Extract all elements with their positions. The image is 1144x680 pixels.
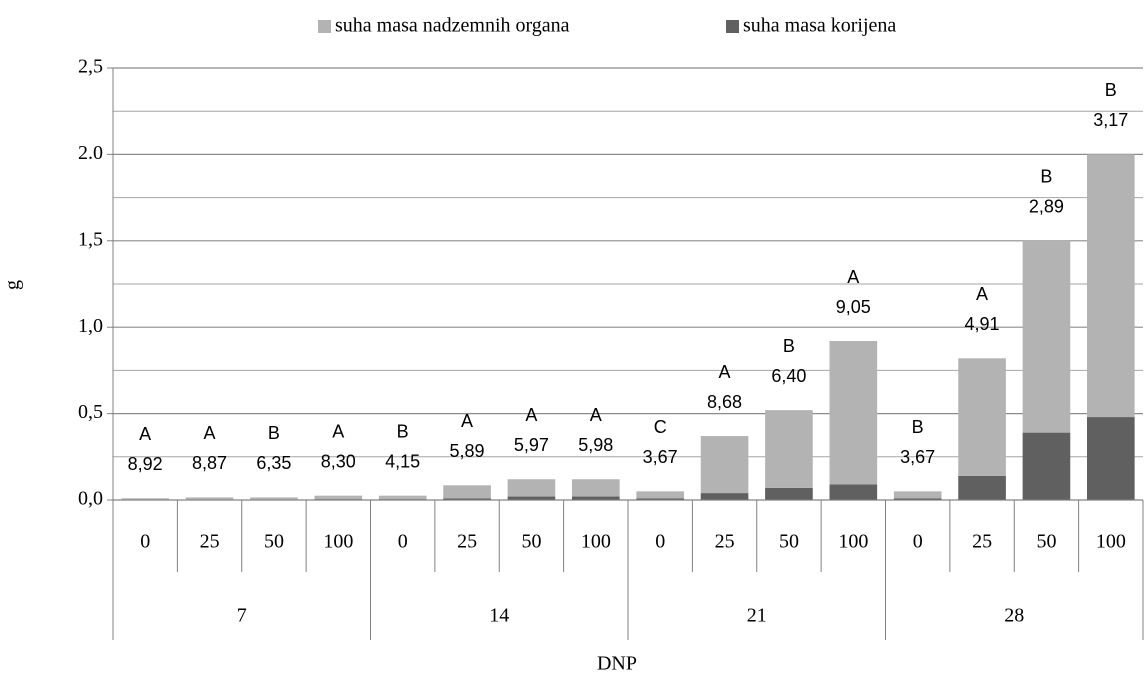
annotation-letter: B [912,417,924,437]
bar-segment [1086,417,1135,500]
x-tick-label: 25 [972,531,992,553]
bar-segment [765,410,813,488]
bar-segment [893,498,942,500]
annotation-number: 9,05 [836,297,871,317]
annotation-number: 3,67 [900,447,935,467]
x-axis-label: DNP [597,653,637,675]
annotation-number: 5,89 [450,441,485,461]
annotation-number: 8,87 [192,453,227,473]
bar-segment [507,479,556,497]
bar-segment [443,485,491,499]
annotation-number: 6,35 [256,453,291,473]
x-tick-label: 0 [655,531,665,553]
annotation-letter: A [525,405,537,425]
x-tick-label: 50 [1036,531,1056,553]
bar-segment [443,498,491,500]
annotation-letter: B [1105,80,1117,100]
annotation-number: 3,67 [643,447,678,467]
x-tick-label: 0 [398,531,408,553]
annotation-letter: B [1040,167,1052,187]
annotation-letter: A [976,284,988,304]
legend-swatch [318,20,331,33]
x-tick-label: 50 [779,531,799,553]
bar-segment [829,341,878,485]
bar-segment [314,495,363,500]
bar-segment [636,498,685,500]
annotation-number: 5,97 [514,435,549,455]
annotation-letter: C [654,417,667,437]
annotation-number: 8,30 [321,451,356,471]
annotation-letter: B [397,421,409,441]
x-tick-label: 100 [838,531,868,553]
annotation-number: 5,98 [578,435,613,455]
x-tick-label: 50 [521,531,541,553]
annotation-letter: A [847,267,859,287]
y-tick-label: 0,5 [78,401,103,423]
annotation-letter: B [783,336,795,356]
legend-label: suha masa korijena [743,15,896,37]
annotation-letter: A [461,411,473,431]
x-tick-label: 25 [715,531,735,553]
group-label: 14 [489,605,509,627]
bar-segment [1022,432,1071,500]
annotation-number: 8,68 [707,392,742,412]
group-label: 28 [1004,605,1024,627]
annotation-number: 2,89 [1029,197,1064,217]
bar-segment [250,497,298,500]
bar-segment [958,358,1006,476]
annotation-number: 8,92 [128,454,163,474]
annotation-letter: A [332,421,344,441]
x-tick-label: 50 [264,531,284,553]
legend-swatch [726,20,739,33]
x-tick-label: 25 [200,531,220,553]
annotation-number: 3,17 [1093,110,1128,130]
group-label: 7 [237,605,247,627]
x-tick-label: 100 [581,531,611,553]
x-tick-label: 100 [1096,531,1126,553]
bar-segment [571,496,620,500]
bar-segment [507,496,556,500]
annotation-number: 6,40 [771,366,806,386]
annotation-letter: A [139,424,151,444]
x-tick-label: 0 [140,531,150,553]
y-tick-label: 1,0 [78,315,103,337]
y-tick-label: 0,0 [78,488,103,510]
bar-segment [571,479,620,497]
y-tick-label: 2,5 [78,56,103,78]
x-tick-label: 25 [457,531,477,553]
bar-segment [893,491,942,499]
bar-segment [121,498,170,500]
x-tick-label: 0 [913,531,923,553]
bar-segment [765,487,813,500]
bar-segment [958,475,1006,500]
y-axis-label: g [2,280,24,290]
bar-segment [185,497,234,500]
bar-segment [700,436,749,494]
x-tick-label: 100 [323,531,353,553]
bar-segment [636,491,685,499]
bar-segment [1086,154,1135,418]
bar-segment [700,493,749,500]
legend-label: suha masa nadzemnih organa [335,15,570,37]
annotation-letter: A [204,423,216,443]
bar-segment [1022,240,1071,433]
annotation-number: 4,15 [385,451,420,471]
annotation-letter: A [719,362,731,382]
bar-segment [378,495,427,500]
y-tick-label: 2.0 [78,142,103,164]
bar-segment [829,484,878,500]
annotation-letter: B [268,423,280,443]
annotation-letter: A [590,405,602,425]
annotation-number: 4,91 [965,314,1000,334]
group-label: 21 [747,605,767,627]
y-tick-label: 1,5 [78,228,103,250]
